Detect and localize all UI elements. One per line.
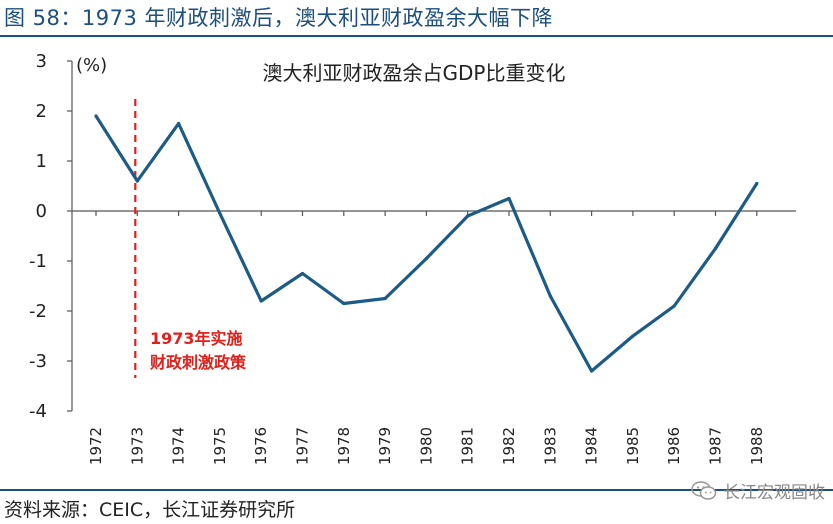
annotation-text: 1973年实施 bbox=[150, 329, 243, 348]
data-point bbox=[713, 246, 718, 251]
watermark: 长江宏观固收 bbox=[691, 478, 825, 503]
x-tick-label: 1986 bbox=[665, 427, 683, 465]
y-tick-label: -1 bbox=[29, 251, 47, 272]
x-tick-label: 1982 bbox=[500, 427, 518, 465]
x-tick-label: 1974 bbox=[170, 427, 188, 465]
annotation-text: 财政刺激政策 bbox=[149, 353, 247, 372]
source-note: 资料来源：CEIC，长江证券研究所 bbox=[4, 499, 296, 521]
data-point bbox=[218, 211, 222, 216]
y-tick-label: -4 bbox=[29, 401, 47, 422]
y-tick-label: 1 bbox=[36, 151, 47, 172]
data-point bbox=[507, 196, 511, 201]
y-tick-label: -2 bbox=[29, 301, 47, 322]
x-tick-label: 1983 bbox=[541, 427, 559, 465]
y-tick-label: 0 bbox=[36, 201, 47, 222]
data-point bbox=[383, 296, 387, 301]
bottom-rule bbox=[0, 489, 833, 491]
y-axis-label: (%) bbox=[76, 55, 107, 76]
x-tick-label: 1972 bbox=[87, 427, 105, 465]
x-tick-label: 1988 bbox=[748, 427, 766, 465]
wechat-icon bbox=[691, 480, 717, 500]
data-point bbox=[590, 369, 594, 373]
y-tick-label: -3 bbox=[29, 351, 47, 372]
data-point bbox=[135, 179, 139, 183]
x-tick-label: 1975 bbox=[211, 427, 229, 465]
top-rule bbox=[0, 35, 833, 37]
data-point bbox=[548, 294, 552, 298]
line-chart: 澳大利亚财政盈余占GDP比重变化 (%) 3 2 1 0 -1 -2 -3 -4 1972 197… bbox=[29, 51, 796, 465]
x-tick-label: 1987 bbox=[707, 427, 725, 465]
y-tick-label: 3 bbox=[36, 51, 47, 72]
x-tick-label: 1980 bbox=[417, 427, 435, 465]
x-tick-label: 1981 bbox=[459, 427, 477, 465]
watermark-label: 长江宏观固收 bbox=[723, 483, 825, 503]
data-point bbox=[94, 114, 98, 118]
data-point bbox=[466, 214, 470, 218]
x-tick-label: 1984 bbox=[583, 427, 601, 465]
data-point bbox=[177, 121, 181, 126]
x-tick-label: 1985 bbox=[624, 427, 642, 465]
data-point bbox=[672, 304, 676, 308]
x-tick-label: 1976 bbox=[252, 427, 270, 465]
x-tick-label: 1978 bbox=[335, 427, 353, 465]
x-tick-label: 1973 bbox=[128, 427, 146, 465]
data-point bbox=[342, 301, 346, 306]
data-point bbox=[424, 256, 428, 261]
data-point bbox=[259, 299, 263, 303]
y-tick-label: 2 bbox=[36, 101, 47, 122]
x-tick-label: 1979 bbox=[376, 427, 394, 465]
data-point bbox=[631, 334, 635, 338]
data-point bbox=[755, 181, 759, 186]
x-tick-label: 1977 bbox=[294, 427, 312, 465]
data-point bbox=[300, 271, 305, 276]
chart-title: 澳大利亚财政盈余占GDP比重变化 bbox=[263, 61, 566, 85]
figure-title: 图 58：1973 年财政刺激后，澳大利亚财政盈余大幅下降 bbox=[4, 6, 554, 30]
